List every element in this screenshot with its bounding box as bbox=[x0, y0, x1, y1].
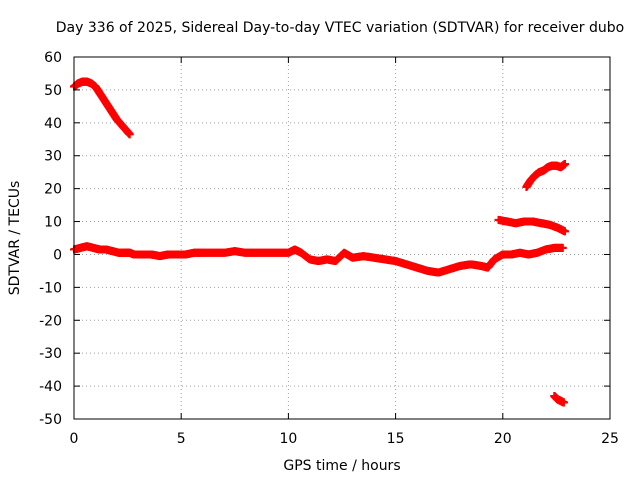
plot-frame bbox=[73, 56, 611, 420]
x-tick-label: 10 bbox=[279, 431, 297, 447]
x-axis-label: GPS time / hours bbox=[283, 458, 400, 474]
y-tick-label: 60 bbox=[44, 50, 62, 66]
series-late-rise bbox=[522, 159, 569, 191]
x-tick-label: 5 bbox=[177, 431, 186, 447]
y-tick-label: 20 bbox=[44, 182, 62, 198]
data-point bbox=[560, 159, 569, 168]
y-tick-label: 50 bbox=[44, 83, 62, 99]
x-tick-label: 15 bbox=[387, 431, 405, 447]
y-tick-label: 40 bbox=[44, 116, 62, 132]
y-axis-label: SDTVAR / TECUs bbox=[7, 181, 23, 296]
chart-title: Day 336 of 2025, Sidereal Day-to-day VTE… bbox=[56, 20, 624, 36]
y-tick-label: 0 bbox=[53, 247, 62, 263]
y-tick-label: 30 bbox=[44, 149, 62, 165]
data-point bbox=[558, 243, 567, 252]
grid bbox=[74, 57, 610, 419]
y-tick-label: -20 bbox=[39, 313, 62, 329]
x-tick-label: 0 bbox=[70, 431, 79, 447]
x-tick-label: 20 bbox=[494, 431, 512, 447]
series-late-drop bbox=[550, 391, 568, 407]
data-point bbox=[560, 227, 569, 236]
y-tick-label: 10 bbox=[44, 215, 62, 231]
x-tick-label: 25 bbox=[601, 431, 619, 447]
data-layer bbox=[70, 77, 569, 407]
data-point bbox=[125, 130, 134, 139]
y-tick-label: -30 bbox=[39, 346, 62, 362]
y-tick-label: -40 bbox=[39, 379, 62, 395]
data-point bbox=[559, 398, 568, 407]
y-tick-label: -10 bbox=[39, 280, 62, 296]
ticks bbox=[73, 56, 611, 420]
series-evening-arc bbox=[494, 215, 569, 236]
y-tick-label: -50 bbox=[39, 412, 62, 428]
series-main-trace bbox=[70, 242, 567, 277]
tick-labels: 0 5 10 15 20 25 -50 -40 -30 -20 -10 0 10 20 30 40 50 60 bbox=[39, 50, 619, 447]
series-early-arc bbox=[70, 77, 134, 139]
